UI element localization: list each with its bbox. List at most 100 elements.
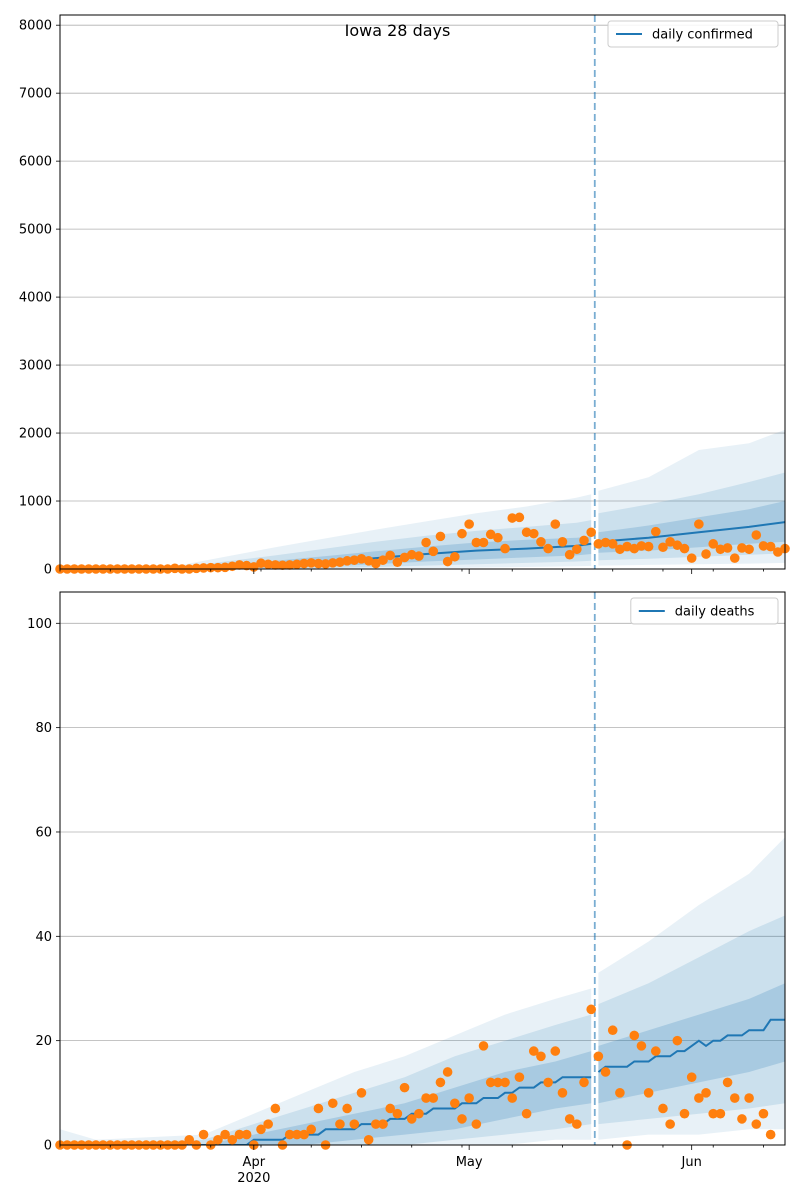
panel-0-observed-point [457, 528, 467, 539]
panel-1-observed-point [327, 1098, 338, 1109]
panel-1-legend-label: daily deaths [675, 605, 755, 620]
panel-0-observed-point [435, 531, 446, 542]
panel-1-observed-point [184, 1134, 195, 1145]
panel-0-legend-label: daily confirmed [652, 28, 753, 43]
panel-1-ytick-label: 40 [35, 930, 52, 945]
panel-0-ytick-label: 3000 [19, 359, 52, 374]
panel-1-observed-point [299, 1129, 309, 1140]
panel-1-observed-point [615, 1088, 625, 1098]
panel-0-observed-point [198, 563, 209, 573]
panel-1-observed-point [478, 1041, 489, 1051]
panel-1-observed-point [636, 1041, 647, 1051]
panel-0-observed-point [557, 537, 568, 547]
panel-1-observed-point [234, 1129, 245, 1140]
panel-0-band-inner [598, 501, 785, 553]
panel-0-observed-point [758, 541, 769, 551]
panel-1-observed-point [650, 1046, 661, 1056]
panel-0-observed-point [636, 541, 647, 551]
panel-1-observed-point [485, 1077, 496, 1088]
panel-0-observed-point [672, 540, 683, 551]
panel-0-observed-point [593, 539, 604, 549]
panel-0-observed-point [550, 519, 561, 529]
panel-0-observed-point [428, 546, 439, 557]
panel-1-observed-point [335, 1119, 345, 1129]
panel-1-observed-point [385, 1103, 395, 1114]
panel-0-observed-point [256, 558, 266, 569]
panel-1-observed-point [392, 1108, 403, 1119]
panel-1-observed-point [536, 1051, 546, 1062]
panel-0-observed-point [579, 535, 589, 546]
panel-0-observed-point [270, 560, 281, 570]
panel-0-observed-point [701, 549, 711, 559]
panel-1-observed-point [414, 1108, 424, 1119]
panel-0-band-outer [598, 429, 785, 566]
panel-0-observed-point [234, 560, 245, 570]
panel-0-observed-point [205, 562, 216, 573]
panel-1-observed-point [342, 1103, 352, 1114]
panel-1-band-middle [598, 915, 785, 1125]
panel-1-median-line [597, 1018, 785, 1073]
panel-0-observed-point [313, 558, 324, 569]
panel-0-ytick-label: 5000 [19, 223, 52, 238]
panel-0-observed-point [299, 558, 309, 569]
panel-0-observed-point [170, 563, 180, 574]
panel-0-observed-point [564, 549, 575, 560]
panel-1-xtick-sublabel: 2020 [237, 1171, 270, 1186]
panel-1-observed-point [665, 1119, 675, 1129]
panel-0-observed-point [665, 537, 675, 547]
panel-1-observed-point [708, 1108, 719, 1119]
panel-1-observed-point [406, 1114, 417, 1124]
panel-1-observed-point [579, 1077, 589, 1088]
panel-1-observed-point [564, 1114, 575, 1124]
panel-1-observed-point [679, 1108, 690, 1119]
panel-1-xtick-label: May [456, 1155, 483, 1170]
panel-1-observed-point [198, 1129, 209, 1140]
panel-0-legend: daily confirmed [607, 20, 779, 48]
panel-1-observed-point [270, 1103, 281, 1114]
confirmed-panel: 0 1000 2000 3000 4000 5000 6000 7000 8000 Iowa 28… [19, 14, 790, 578]
panel-0-observed-point [263, 559, 273, 570]
panel-1-observed-point [284, 1129, 295, 1140]
panel-1-observed-point [371, 1119, 381, 1129]
panel-0-observed-point [686, 553, 697, 563]
panel-0-observed-point [464, 519, 474, 529]
panel-0-ytick-label: 2000 [19, 427, 52, 442]
panel-0-observed-point [650, 526, 661, 537]
panel-1-observed-point [701, 1088, 711, 1098]
panel-0-observed-point [729, 553, 740, 563]
panel-0-observed-point [658, 542, 668, 553]
panel-1-observed-point [543, 1077, 553, 1088]
panel-1-observed-point [643, 1088, 654, 1098]
panel-0-median-line [598, 521, 785, 543]
panel-1-observed-point [765, 1129, 776, 1140]
panel-0-observed-point [327, 558, 338, 568]
panel-1-observed-point [521, 1108, 532, 1119]
panel-0-ytick-label: 8000 [19, 19, 52, 34]
panel-1-observed-point [227, 1134, 238, 1145]
panel-1-observed-point [586, 1004, 596, 1015]
panel-1-observed-point [313, 1103, 324, 1114]
panel-0-observed-point [500, 543, 510, 554]
panel-0-observed-point [421, 537, 431, 548]
panel-1-observed-point [493, 1077, 503, 1088]
panel-0-observed-point [572, 544, 582, 555]
panel-1-observed-point [241, 1129, 252, 1140]
panel-1-observed-point [694, 1093, 704, 1103]
panel-1-ytick-label: 0 [44, 1139, 52, 1154]
panel-1-ytick-label: 100 [27, 617, 52, 632]
panel-0-observed-point [485, 529, 496, 540]
panel-1-observed-point [464, 1093, 474, 1103]
panel-0-observed-point [392, 557, 403, 568]
panel-1-observed-point [399, 1082, 410, 1093]
panel-0-observed-point [715, 544, 726, 555]
panel-0-observed-point [292, 559, 302, 570]
panel-0-observed-point [371, 558, 381, 569]
panel-1-ytick-label: 80 [35, 721, 52, 736]
panel-1-legend: daily deaths [630, 597, 779, 625]
panel-1-legend-box [630, 597, 779, 625]
panel-1-observed-point [737, 1114, 747, 1124]
panel-0-observed-point [220, 562, 230, 573]
panel-0-observed-point [708, 539, 719, 549]
panel-1-band-outer [60, 988, 592, 1145]
